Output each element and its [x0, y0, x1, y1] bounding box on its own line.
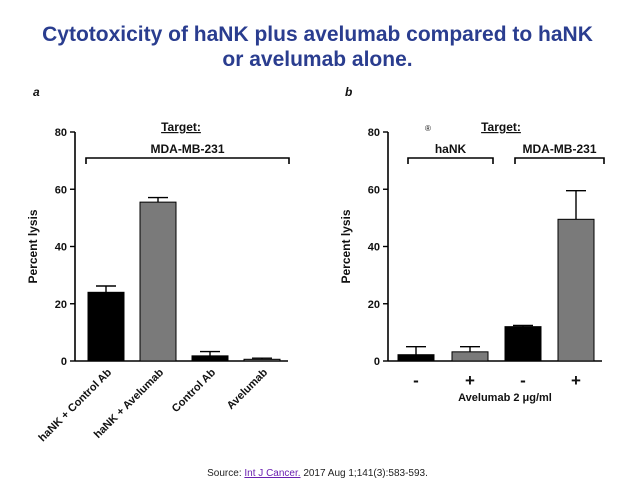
- panel-a-y-tick-label-1: 20: [55, 299, 67, 311]
- panel-b-group-label-0: haNK: [435, 142, 467, 156]
- page-title-line-1: Cytotoxicity of haNK plus avelumab compa…: [42, 23, 593, 46]
- panel-b-letter: b: [345, 85, 353, 99]
- panel-b-bar-1: [451, 351, 489, 362]
- page-title-line-2: or avelumab alone.: [222, 48, 413, 71]
- panel-a-bar-2: [191, 355, 229, 362]
- panel-b-target-heading: Target:: [481, 120, 521, 134]
- panel-a-category-label-2: Control Ab: [170, 366, 219, 415]
- source-citation-text: 2017 Aug 1;141(3):583-593.: [303, 468, 428, 479]
- panel-a-target-heading: Target:: [161, 120, 201, 134]
- panel-b-category-label-1: +: [465, 371, 475, 390]
- source-citation: Source: Int J Cancer. 2017 Aug 1;141(3):…: [0, 468, 635, 479]
- panel-a-y-axis-label: Percent lysis: [26, 209, 40, 283]
- panel-a-group-label-0: MDA-MB-231: [150, 142, 224, 156]
- panel-a-y-tick-label-0: 0: [61, 356, 67, 368]
- panel-b-category-label-2: -: [520, 371, 526, 390]
- source-link[interactable]: Int J Cancer.: [244, 468, 301, 479]
- panel-b-bar-2: [504, 326, 542, 362]
- panel-a-letter: a: [33, 85, 40, 99]
- panel-b-group-label-1: MDA-MB-231: [522, 142, 596, 156]
- panel-a-bar-3: [243, 358, 281, 362]
- panel-a-group-bracket-0: [85, 157, 290, 164]
- source-prefix: Source:: [207, 468, 242, 479]
- panel-a-y-tick-label-4: 80: [55, 127, 67, 139]
- panel-b-y-tick-label-2: 40: [368, 242, 380, 254]
- panel-a-bar-1: [139, 201, 177, 362]
- panel-b-bar-3: [557, 218, 595, 362]
- panel-a-bar-0: [87, 291, 125, 362]
- panel-b-y-tick-label-1: 20: [368, 299, 380, 311]
- panel-b-y-tick-label-4: 80: [368, 127, 380, 139]
- panel-b-registered-symbol: ®: [425, 124, 431, 133]
- panel-a-y-tick-label-2: 40: [55, 242, 67, 254]
- panel-b-category-label-0: -: [413, 371, 419, 390]
- panel-a-y-tick-label-3: 60: [55, 184, 67, 196]
- panel-b-x-axis-label: Avelumab 2 μg/ml: [458, 392, 552, 404]
- panel-b-y-tick-label-3: 60: [368, 184, 380, 196]
- panel-b-group-bracket-1: [514, 157, 605, 164]
- panel-b-y-tick-label-0: 0: [374, 356, 380, 368]
- panel-b-group-bracket-0: [407, 157, 494, 164]
- panel-b-y-axis-label: Percent lysis: [339, 209, 353, 283]
- panel-a-category-label-3: Avelumab: [225, 366, 271, 412]
- panel-b-bar-0: [397, 354, 435, 362]
- panel-b-category-label-3: +: [571, 371, 581, 390]
